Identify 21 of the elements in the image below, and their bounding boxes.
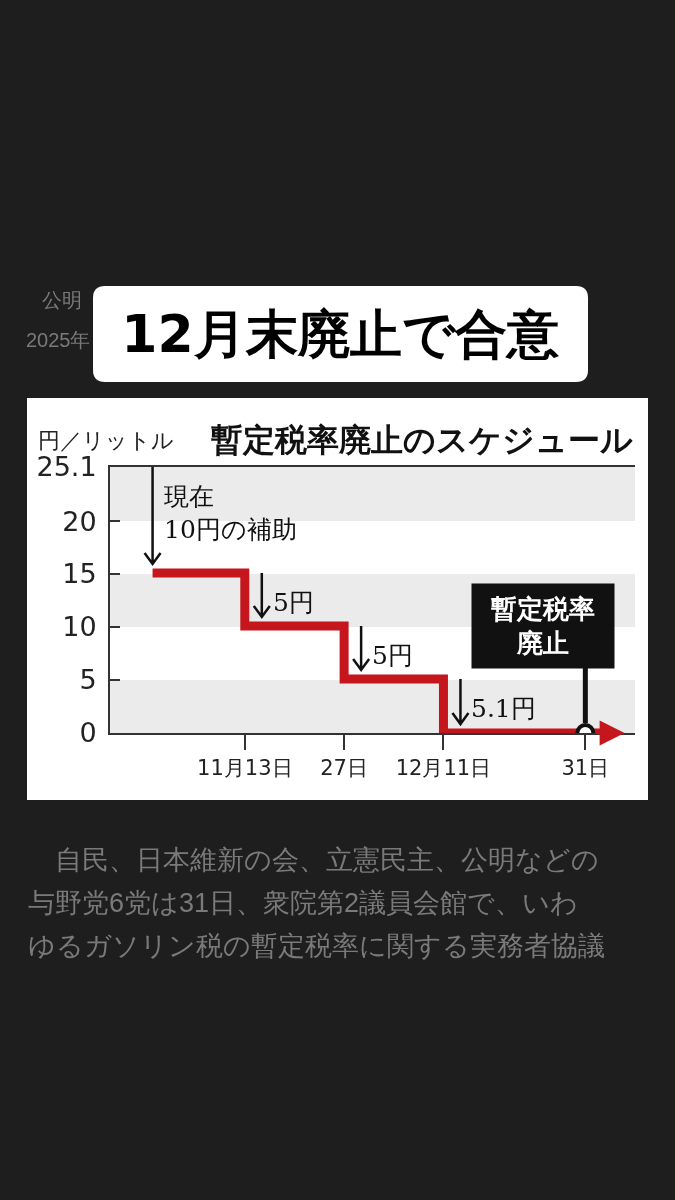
y-tick-label: 20 xyxy=(62,505,97,537)
y-tick-label: 25.1 xyxy=(36,451,97,483)
y-tick-label: 15 xyxy=(62,558,97,590)
y-axis-title: 円／リットル xyxy=(38,428,174,453)
y-tick-label: 5 xyxy=(79,664,97,696)
annotation: 現在 10円の補助 xyxy=(164,482,297,544)
annotation: 5.1円 xyxy=(471,694,536,723)
annotation: 5円 xyxy=(273,588,314,617)
chart-title: 12月末廃止で合意 xyxy=(121,304,559,365)
x-tick-label: 31日 xyxy=(561,756,610,781)
annotation: 5円 xyxy=(372,641,413,670)
x-tick-label: 27日 xyxy=(320,756,368,781)
x-tick-label: 11月13日 xyxy=(197,756,293,781)
x-tick-label: 12月11日 xyxy=(395,756,492,781)
text: 自民、日本維新の会、立憲民主、公明などの与野党6党は31日、衆院第2議員会館で、いわゆるガソリン税の暫定税率に関する実務者協議 xyxy=(28,845,605,961)
y-tick-label: 10 xyxy=(62,611,97,643)
y-tick-label: 0 xyxy=(79,717,97,749)
chart-subtitle: 暫定税率廃止のスケジュール xyxy=(211,421,633,459)
text: 公明 xyxy=(42,289,82,311)
annotation: 暫定税率廃止 xyxy=(491,594,595,658)
text: 2025年 xyxy=(26,329,91,351)
